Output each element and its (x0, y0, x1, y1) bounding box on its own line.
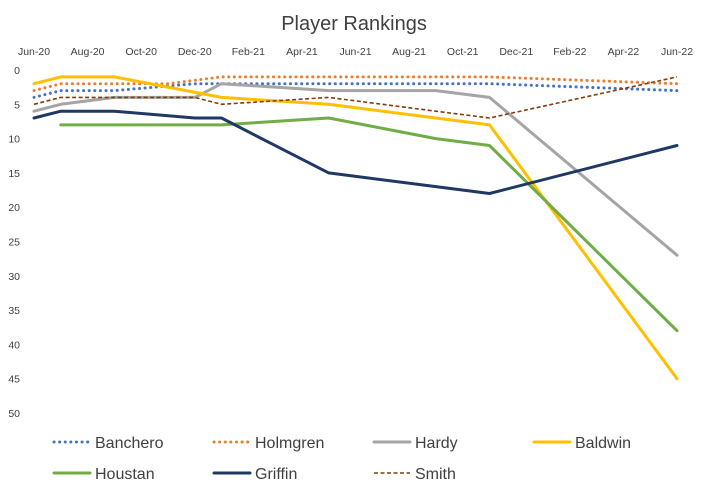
x-tick-label: Dec-20 (178, 46, 212, 58)
legend-item-baldwin: Baldwin (532, 435, 631, 452)
y-tick-label: 50 (8, 408, 20, 420)
y-tick-label: 45 (8, 374, 20, 386)
x-tick-label: Oct-21 (447, 46, 479, 58)
y-tick-label: 5 (14, 99, 20, 111)
x-tick-label: Jun-20 (18, 46, 50, 58)
y-tick-label: 15 (8, 168, 20, 180)
legend: Banchero Holmgren Hardy Baldwin Houstan Griff… (52, 435, 631, 483)
legend-label: Banchero (95, 435, 164, 452)
legend-label: Smith (415, 466, 456, 483)
y-tick-label: 25 (8, 237, 20, 249)
series-line-hardy (32, 82, 679, 257)
y-tick-label: 40 (8, 339, 20, 351)
legend-item-banchero: Banchero (52, 435, 164, 452)
series-line-smith (33, 76, 678, 119)
y-tick-label: 0 (14, 65, 20, 77)
x-tick-label: Feb-21 (232, 46, 265, 58)
series-line-houstan (59, 116, 679, 333)
legend-label: Baldwin (575, 435, 631, 452)
y-axis-ticks: 0 5 10 15 20 25 30 35 40 45 50 (8, 65, 20, 420)
x-tick-label: Jun-21 (339, 46, 371, 58)
chart-title: Player Rankings (281, 13, 427, 35)
legend-label: Houstan (95, 466, 155, 483)
x-tick-label: Aug-20 (71, 46, 105, 58)
legend-item-griffin: Griffin (212, 466, 297, 483)
x-tick-label: Apr-21 (286, 46, 318, 58)
legend-item-hardy: Hardy (372, 435, 458, 452)
x-tick-label: Oct-20 (125, 46, 157, 58)
legend-label: Hardy (415, 435, 458, 452)
legend-item-houstan: Houstan (52, 466, 155, 483)
legend-item-holmgren: Holmgren (212, 435, 324, 452)
x-tick-label: Apr-22 (608, 46, 640, 58)
y-tick-label: 10 (8, 134, 20, 146)
x-tick-label: Aug-21 (392, 46, 426, 58)
legend-label: Griffin (255, 466, 297, 483)
y-tick-label: 20 (8, 202, 20, 214)
x-tick-label: Dec-21 (499, 46, 533, 58)
legend-item-smith: Smith (374, 466, 456, 483)
x-axis-ticks: Jun-20 Aug-20 Oct-20 Dec-20 Feb-21 Apr-21 Jun-… (18, 46, 693, 58)
series-line-banchero (32, 82, 679, 99)
series-line-holmgren (32, 75, 679, 93)
x-tick-label: Feb-22 (553, 46, 586, 58)
series-line-griffin (32, 109, 679, 195)
series-lines (32, 75, 679, 381)
y-tick-label: 30 (8, 271, 20, 283)
x-tick-label: Jun-22 (661, 46, 693, 58)
y-tick-label: 35 (8, 305, 20, 317)
legend-label: Holmgren (255, 435, 324, 452)
